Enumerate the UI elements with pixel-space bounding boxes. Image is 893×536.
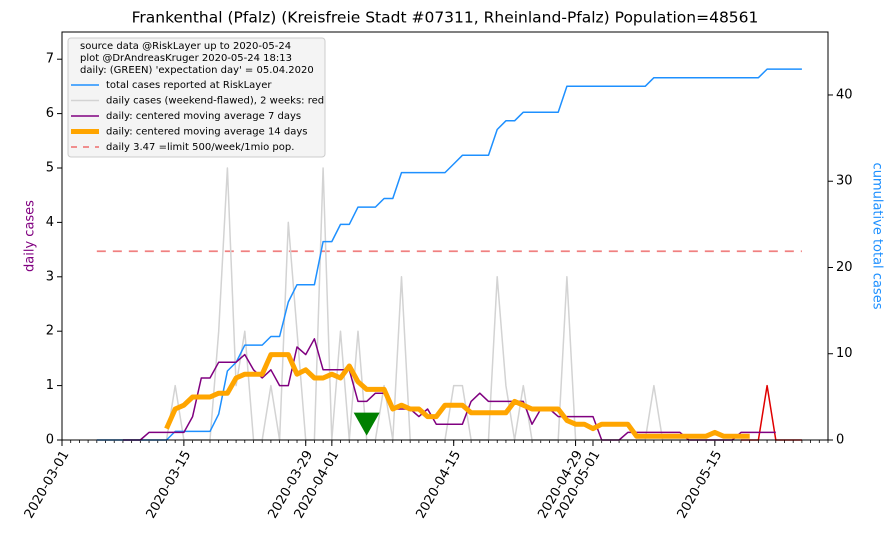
legend-label: daily cases (weekend-flawed), 2 weeks: r…: [106, 96, 324, 107]
y2-tick-label: 20: [836, 260, 853, 275]
y2-tick-label: 0: [836, 433, 844, 448]
y-tick-label: 7: [46, 52, 54, 67]
series-line: [122, 338, 776, 441]
y-tick-label: 5: [46, 161, 54, 176]
series-line: [164, 352, 750, 439]
y-tick-label: 0: [46, 433, 54, 448]
y-tick-label: 1: [46, 378, 54, 393]
y-axis-label: daily cases: [23, 200, 38, 272]
chart-title: Frankenthal (Pfalz) (Kreisfreie Stadt #0…: [132, 9, 759, 27]
legend-header: daily: (GREEN) 'expectation day' = 05.04…: [80, 65, 314, 76]
legend-header: plot @DrAndreasKruger 2020-05-24 18:13: [80, 53, 292, 64]
legend-label: total cases reported at RiskLayer: [106, 80, 272, 91]
series-line: [96, 68, 802, 441]
y-tick-label: 4: [46, 215, 54, 230]
y-tick-label: 2: [46, 324, 54, 339]
y-tick-label: 3: [46, 269, 54, 284]
legend-box: [67, 37, 326, 158]
y2-tick-label: 30: [836, 174, 853, 189]
legend-header: source data @RiskLayer up to 2020-05-24: [80, 41, 291, 52]
y2-tick-label: 40: [836, 87, 853, 102]
y2-tick-label: 10: [836, 346, 853, 361]
y-tick-label: 6: [46, 106, 54, 121]
y2-axis-label: cumulative total cases: [870, 163, 885, 310]
legend-label: daily 3.47 =limit 500/week/1mio pop.: [106, 142, 294, 153]
legend-label: daily: centered moving average 7 days: [106, 111, 301, 122]
expectation-marker: [353, 412, 380, 436]
plot-frame: [61, 31, 829, 441]
legend-label: daily: centered moving average 14 days: [106, 127, 307, 138]
